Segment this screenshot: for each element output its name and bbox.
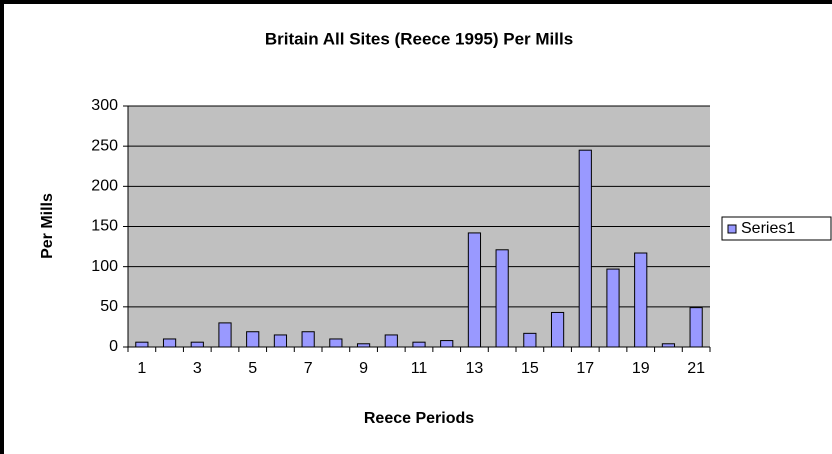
bar — [162, 338, 177, 348]
x-tick-label: 19 — [632, 360, 650, 377]
legend-swatch — [727, 224, 737, 234]
legend-label: Series1 — [741, 220, 795, 237]
y-tick-label: 300 — [91, 97, 118, 114]
y-axis-label: Per Mills — [39, 193, 56, 259]
x-tick-label: 1 — [137, 360, 146, 377]
bar — [135, 341, 149, 348]
frame-top — [0, 0, 832, 4]
bar — [550, 311, 565, 348]
y-tick-label: 100 — [91, 258, 118, 275]
bar — [523, 332, 537, 348]
bar — [246, 331, 260, 348]
y-tick-label: 0 — [109, 338, 118, 355]
bar — [329, 338, 343, 348]
y-tick-label: 200 — [91, 178, 118, 195]
bar — [273, 334, 288, 348]
x-tick-label: 9 — [359, 360, 368, 377]
x-tick-label: 5 — [248, 360, 257, 377]
bar — [190, 341, 204, 348]
bar — [356, 343, 371, 348]
bar — [634, 252, 648, 348]
y-tick-label: 150 — [91, 218, 118, 235]
bar — [661, 343, 676, 348]
x-tick-label: 15 — [521, 360, 539, 377]
bar — [689, 307, 703, 348]
bar — [384, 334, 398, 348]
bar — [495, 249, 509, 348]
x-tick-label: 7 — [304, 360, 313, 377]
y-tick-label: 50 — [100, 298, 118, 315]
bar — [606, 268, 620, 348]
bar — [578, 149, 592, 348]
bar — [301, 331, 315, 348]
x-tick-label: 17 — [576, 360, 594, 377]
x-tick-label: 11 — [411, 360, 428, 377]
legend-box — [721, 216, 832, 241]
bar — [467, 232, 482, 348]
y-tick-label: 250 — [91, 137, 118, 154]
frame-left — [0, 0, 4, 454]
bar — [440, 340, 454, 348]
x-axis-label: Reece Periods — [364, 410, 474, 427]
x-tick-label: 3 — [193, 360, 202, 377]
x-tick-label: 21 — [687, 360, 705, 377]
x-tick-label: 13 — [466, 360, 484, 377]
bar — [218, 322, 232, 348]
bar — [412, 341, 426, 348]
chart-title: Britain All Sites (Reece 1995) Per Mills — [265, 29, 573, 48]
